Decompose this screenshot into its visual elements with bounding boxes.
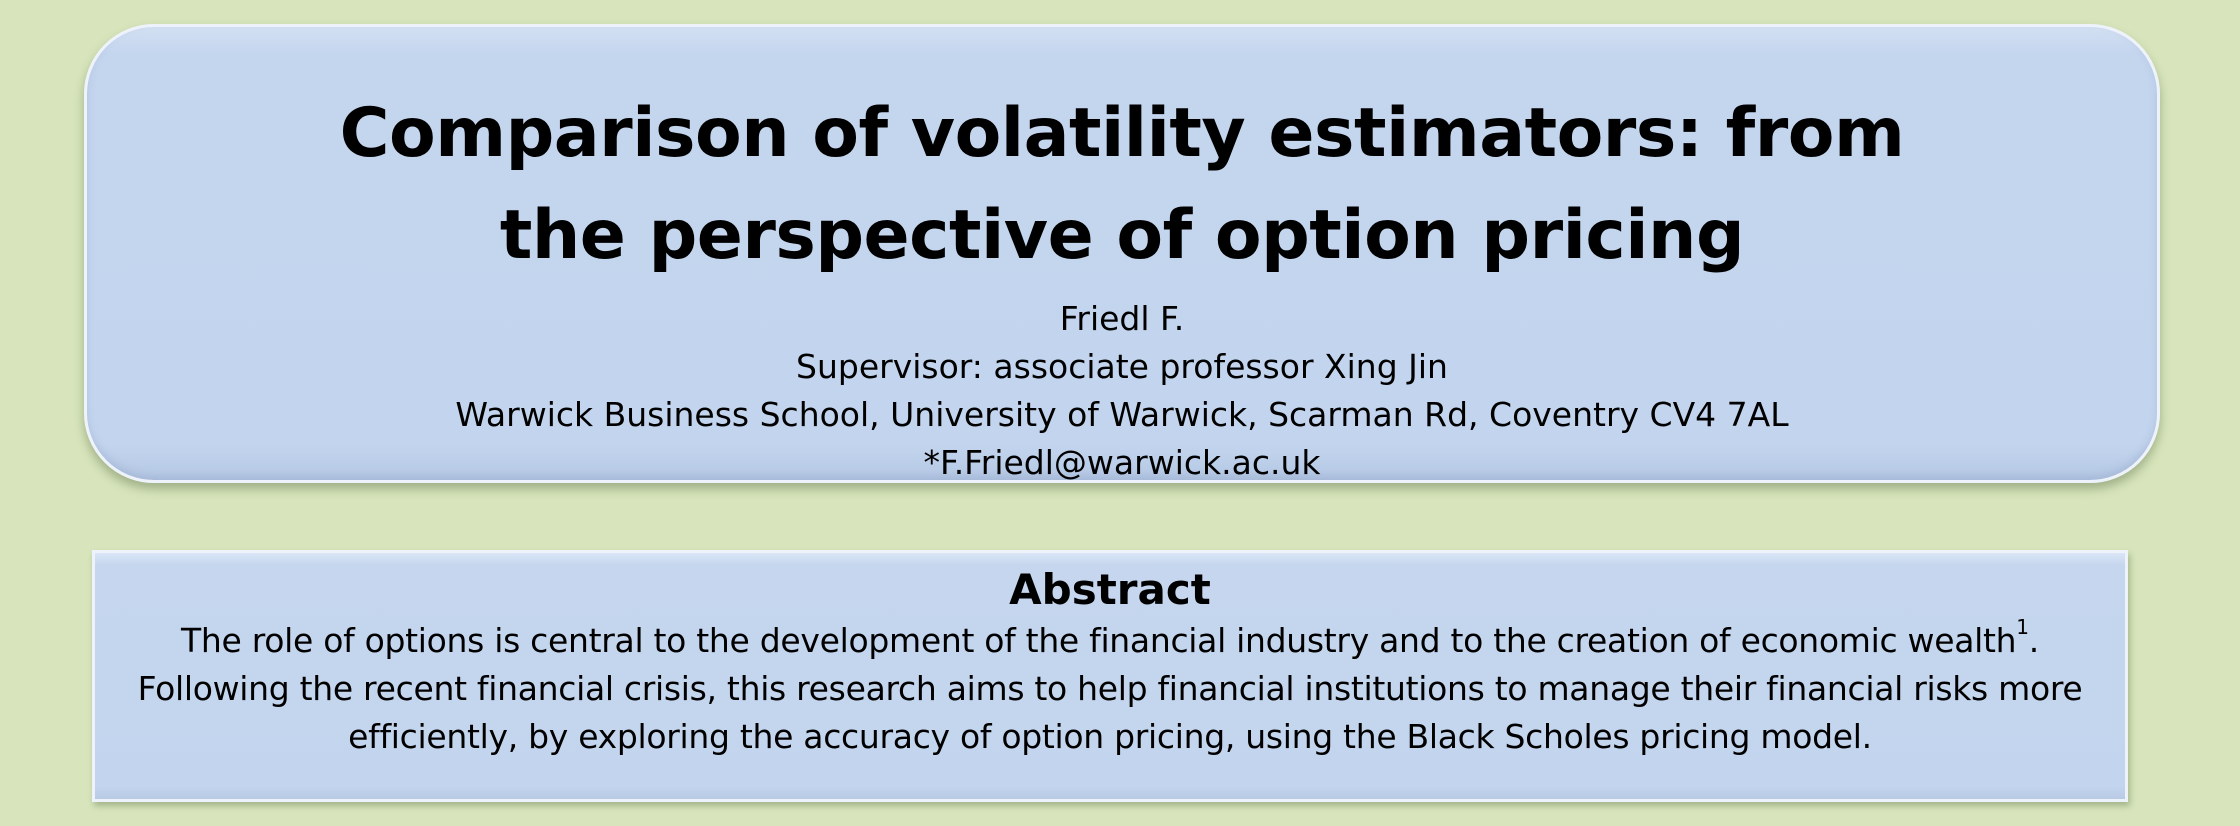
title-banner: Comparison of volatility estimators: fro…: [84, 24, 2160, 483]
supervisor-line: Supervisor: associate professor Xing Jin: [796, 347, 1448, 386]
footnote-marker: 1: [2016, 615, 2029, 639]
poster-title-line-1: Comparison of volatility estimators: fro…: [339, 94, 1905, 173]
abstract-panel: Abstract The role of options is central …: [92, 550, 2128, 802]
abstract-text-part-2: . Following the recent financial crisis,…: [137, 621, 2083, 756]
author-email: *F.Friedl@warwick.ac.uk: [923, 443, 1321, 482]
author-name: Friedl F.: [1059, 299, 1185, 338]
affiliation-line: Warwick Business School, University of W…: [455, 395, 1789, 434]
poster-title-line-2: the perspective of option pricing: [499, 196, 1745, 275]
abstract-text: The role of options is central to the de…: [103, 617, 2117, 761]
poster-title: Comparison of volatility estimators: fro…: [87, 27, 2157, 287]
abstract-text-part-1: The role of options is central to the de…: [181, 621, 2017, 660]
abstract-heading: Abstract: [1009, 565, 1211, 614]
author-block: Friedl F. Supervisor: associate professo…: [87, 295, 2157, 487]
